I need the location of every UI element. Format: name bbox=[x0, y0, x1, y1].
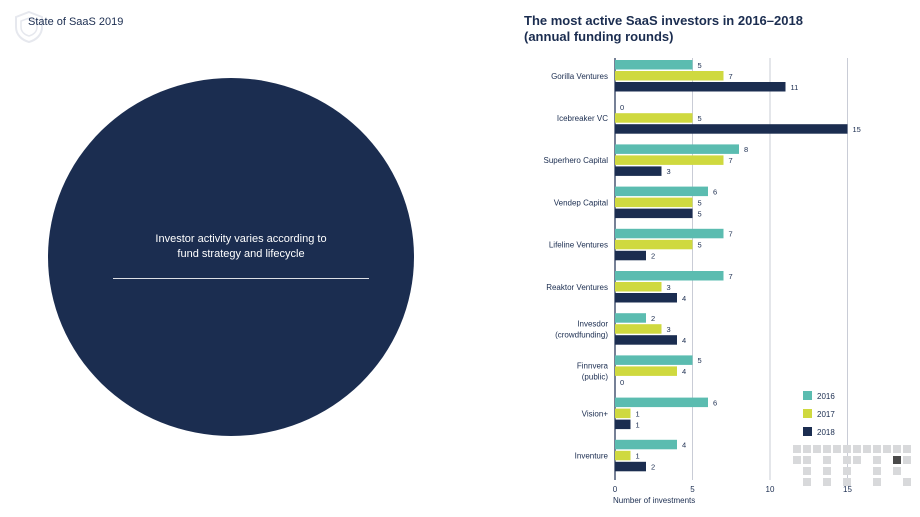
bar bbox=[615, 197, 693, 208]
x-tick-label: 10 bbox=[766, 485, 775, 494]
category-label: (crowdfunding) bbox=[555, 330, 608, 339]
bar-value-label: 7 bbox=[729, 156, 733, 165]
bar bbox=[615, 166, 662, 176]
bar bbox=[615, 250, 646, 261]
category-label: (public) bbox=[582, 373, 609, 382]
bar-value-label: 7 bbox=[729, 272, 733, 281]
bar bbox=[615, 335, 677, 345]
bar bbox=[615, 366, 677, 376]
bar-value-label: 5 bbox=[698, 61, 702, 70]
chart-title-line-1: The most active SaaS investors in 2016–2… bbox=[524, 13, 803, 28]
category-label: Lifeline Ventures bbox=[549, 241, 608, 250]
bar-value-label: 1 bbox=[636, 452, 640, 461]
x-axis-label: Number of investments bbox=[613, 496, 695, 505]
bar bbox=[615, 228, 724, 239]
category-label: Reaktor Ventures bbox=[546, 283, 608, 292]
bar bbox=[615, 293, 677, 303]
category-label: Icebreaker VC bbox=[557, 114, 608, 123]
legend-label: 2017 bbox=[817, 410, 835, 419]
bar bbox=[615, 439, 677, 450]
bar-value-label: 2 bbox=[651, 314, 655, 323]
bar-value-label: 7 bbox=[729, 230, 733, 239]
bar-value-label: 5 bbox=[698, 198, 702, 207]
bar bbox=[615, 461, 646, 472]
bar-value-label: 6 bbox=[713, 187, 717, 196]
legend-swatch bbox=[803, 427, 812, 436]
bar-value-label: 3 bbox=[667, 283, 671, 292]
legend-label: 2016 bbox=[817, 392, 835, 401]
bar-value-label: 3 bbox=[667, 325, 671, 334]
bar-value-label: 11 bbox=[791, 83, 799, 92]
bar bbox=[615, 71, 724, 81]
bar-value-label: 15 bbox=[853, 125, 861, 134]
bar bbox=[615, 450, 631, 461]
bar-value-label: 1 bbox=[636, 409, 640, 418]
bar-value-label: 4 bbox=[682, 367, 686, 376]
bar-value-label: 5 bbox=[698, 114, 702, 123]
bar bbox=[615, 239, 693, 250]
bar-value-label: 1 bbox=[636, 420, 640, 429]
bar bbox=[615, 124, 848, 134]
category-label: Gorilla Ventures bbox=[551, 72, 608, 81]
x-tick-label: 0 bbox=[613, 485, 618, 494]
bar bbox=[615, 186, 708, 197]
chart-title-line-2: (annual funding rounds) bbox=[524, 29, 674, 44]
summary-text-line-1: Investor activity varies according to bbox=[155, 233, 327, 245]
bar-value-label: 5 bbox=[698, 356, 702, 365]
bar bbox=[615, 355, 693, 365]
bar-value-label: 4 bbox=[682, 294, 686, 303]
bar-value-label: 6 bbox=[713, 398, 717, 407]
legend-swatch bbox=[803, 409, 812, 418]
bar bbox=[615, 397, 708, 408]
bar-value-label: 7 bbox=[729, 72, 733, 81]
bar-value-label: 3 bbox=[667, 167, 671, 176]
x-tick-label: 15 bbox=[843, 485, 852, 494]
report-title: State of SaaS 2019 bbox=[28, 16, 124, 28]
bar-value-label: 0 bbox=[620, 103, 624, 112]
bar-value-label: 5 bbox=[698, 209, 702, 218]
bar bbox=[615, 324, 662, 334]
summary-circle bbox=[48, 78, 414, 436]
bar-value-label: 8 bbox=[744, 145, 748, 154]
bar bbox=[615, 271, 724, 281]
bar bbox=[615, 113, 693, 123]
bar-value-label: 5 bbox=[698, 241, 702, 250]
category-label: Vendep Capital bbox=[554, 198, 608, 207]
summary-divider bbox=[113, 278, 369, 279]
bar-value-label: 4 bbox=[682, 441, 686, 450]
bar-value-label: 2 bbox=[651, 252, 655, 261]
bar bbox=[615, 419, 631, 430]
bar bbox=[615, 208, 693, 219]
shield-crest-icon bbox=[15, 10, 43, 44]
category-label: Finnvera bbox=[577, 362, 609, 371]
bar bbox=[615, 408, 631, 419]
bar bbox=[615, 60, 693, 70]
bar-value-label: 4 bbox=[682, 336, 686, 345]
summary-text-line-2: fund strategy and lifecycle bbox=[177, 248, 305, 260]
bar bbox=[615, 144, 739, 154]
bar bbox=[615, 155, 724, 165]
bar bbox=[615, 82, 786, 92]
bar-value-label: 0 bbox=[620, 378, 624, 387]
summary-text: Investor activity varies according to fu… bbox=[113, 232, 369, 262]
bar bbox=[615, 313, 646, 323]
category-label: Inventure bbox=[575, 452, 609, 461]
category-label: Vision+ bbox=[582, 409, 609, 418]
bar bbox=[615, 282, 662, 292]
pixel-pattern-decoration bbox=[793, 445, 911, 486]
bar-value-label: 2 bbox=[651, 463, 655, 472]
category-label: Superhero Capital bbox=[544, 156, 609, 165]
category-label: Invesdor bbox=[577, 319, 608, 328]
legend-label: 2018 bbox=[817, 428, 835, 437]
x-tick-label: 5 bbox=[690, 485, 695, 494]
chart-title: The most active SaaS investors in 2016–2… bbox=[524, 13, 904, 45]
legend-swatch bbox=[803, 391, 812, 400]
